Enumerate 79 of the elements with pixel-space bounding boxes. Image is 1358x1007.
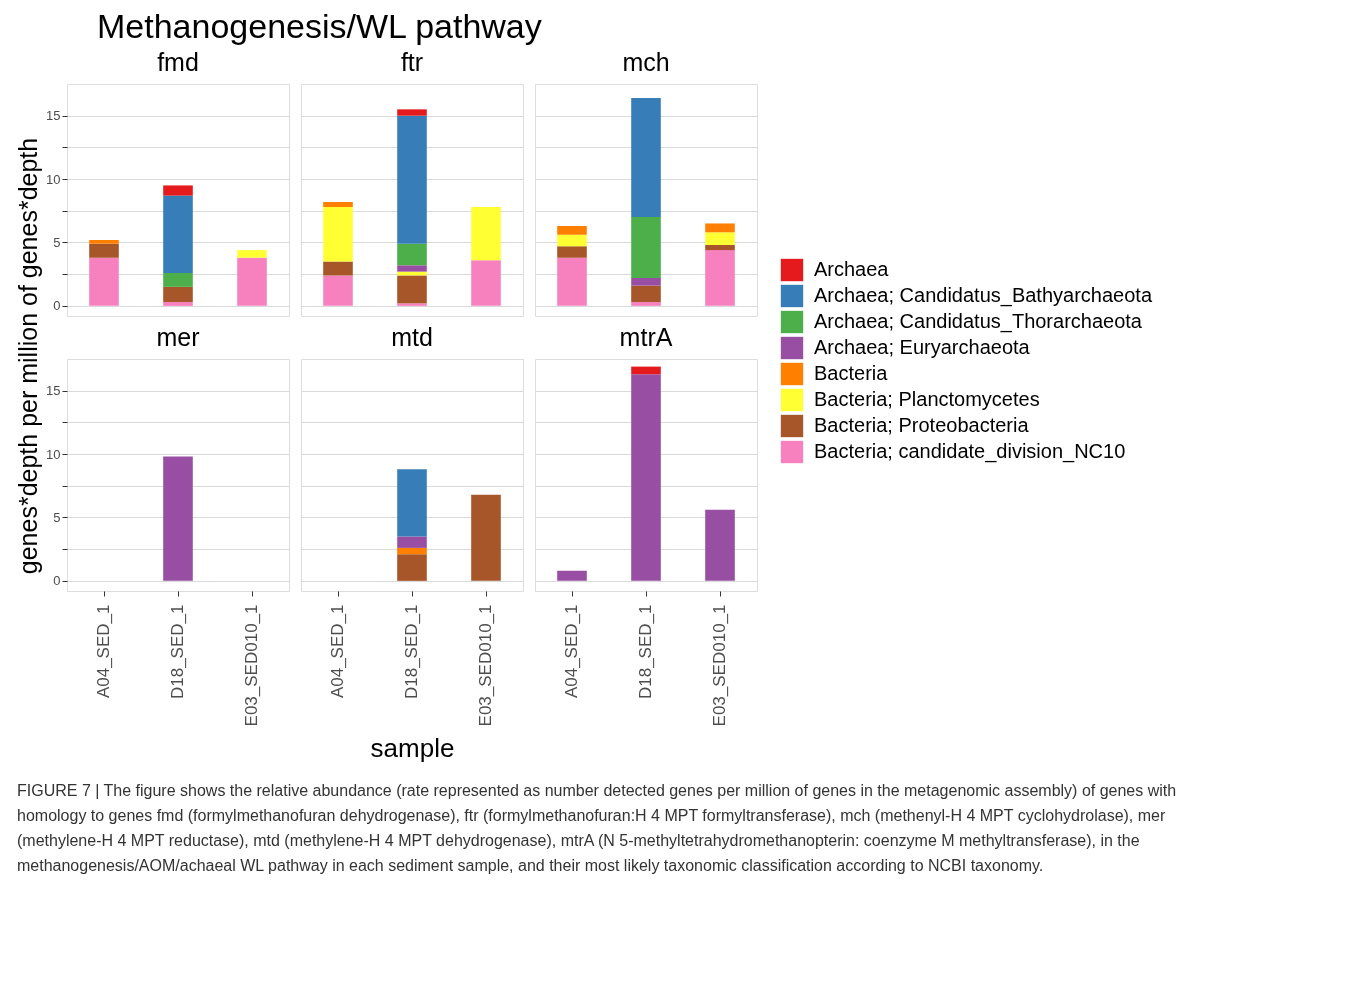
legend-label: Bacteria; Planctomycetes [814, 388, 1040, 410]
bar [631, 366, 661, 375]
bar [397, 265, 427, 272]
bar [237, 250, 267, 258]
legend-label: Archaea; Candidatus_Thorarchaeota [814, 310, 1143, 333]
bar [323, 275, 353, 306]
bar [705, 232, 735, 246]
text: Methanogenesis/WL pathway [97, 6, 542, 45]
y-tick-label: 15 [46, 383, 61, 399]
bar [163, 286, 193, 303]
bar [163, 272, 193, 287]
bar [557, 234, 587, 247]
legend-label: Bacteria; candidate_division_NC10 [814, 440, 1126, 463]
chart-title: mch [622, 48, 670, 76]
y-tick-label: 15 [46, 108, 61, 124]
x-tick-label: D18_SED_1 [402, 604, 421, 700]
bar [397, 536, 427, 548]
bar [631, 217, 661, 278]
x-tick-label: A04_SED_1 [94, 604, 113, 699]
bar [557, 570, 587, 581]
x-tick-label: D18_SED_1 [168, 604, 187, 700]
bar [557, 246, 587, 258]
bar [471, 206, 501, 261]
bar [397, 554, 427, 581]
legend-label: Bacteria; Proteobacteria [814, 414, 1030, 436]
bar [631, 97, 661, 218]
chart-title: fmd [157, 48, 199, 76]
bar [557, 225, 587, 235]
bar [705, 509, 735, 581]
legend-label: Archaea [814, 258, 890, 280]
bar [323, 201, 353, 207]
x-tick-label: E03_SED010_1 [710, 604, 729, 727]
bar [397, 115, 427, 244]
bar [89, 243, 119, 258]
x-tick-label: A04_SED_1 [562, 604, 581, 699]
bar [631, 277, 661, 286]
bar [557, 257, 587, 306]
bar [323, 206, 353, 262]
bar [163, 195, 193, 273]
caption: FIGURE 7 | The figure shows the relative abundance (rate represented as number detected genes per million of genes in the metagenomic assembly) of genes with homology to genes fmd (formylmethanofuran dehydrogenase), ftr (formylmethanofuran:H 4 MPT formyltransferase), mch (methenyl-H 4 MPT cyclohydrolase), mer (methylene-H 4 MPT reductase), mtd (methylene-H 4 MPT dehydrogenase), mtrA (N 5-methyltetrahydromethanopterin: coenzyme M methyltransferase), in the methanogenesis/AOM/achaeal WL pathway in each sediment sample, and their most likely taxonomic classification according to NCBI taxonomy. [17, 782, 1177, 874]
bar [89, 239, 119, 244]
bar [705, 250, 735, 306]
bar [397, 109, 427, 116]
y-tick-label: 10 [46, 446, 61, 462]
bar [631, 302, 661, 306]
bar [89, 257, 119, 306]
bar [705, 245, 735, 251]
x-axis-title: sample [370, 733, 455, 764]
y-tick-label: 0 [53, 573, 61, 589]
chart-title: mtrA [619, 323, 673, 351]
y-tick-label: 10 [46, 171, 61, 187]
chart-title: mtd [391, 323, 433, 351]
bar [471, 494, 501, 581]
y-tick-label: 5 [53, 509, 61, 525]
legend-label: Archaea; Candidatus_Bathyarchaeota [814, 284, 1153, 307]
bar [397, 469, 427, 537]
chart-title: ftr [400, 48, 424, 76]
x-tick-label: E03_SED010_1 [242, 604, 261, 727]
bar [397, 275, 427, 304]
legend-label: Bacteria [814, 362, 889, 384]
x-tick-label: E03_SED010_1 [476, 604, 495, 727]
bar [163, 185, 193, 196]
bar [631, 374, 661, 581]
bar [323, 261, 353, 276]
bar [631, 285, 661, 303]
bar [705, 223, 735, 233]
y-tick-label: 0 [53, 298, 61, 314]
y-tick-label: 5 [53, 234, 61, 250]
x-tick-label: A04_SED_1 [328, 604, 347, 699]
bar [237, 257, 267, 306]
x-tick-label: D18_SED_1 [636, 604, 655, 700]
chart-title: mer [156, 323, 200, 351]
legend-label: Archaea; Euryarchaeota [814, 336, 1031, 358]
bar [397, 303, 427, 306]
bar [397, 243, 427, 266]
bar [163, 302, 193, 306]
bar [397, 547, 427, 555]
bar [471, 260, 501, 306]
y-axis-title: genes*depth per million of genes*depth [14, 137, 42, 575]
